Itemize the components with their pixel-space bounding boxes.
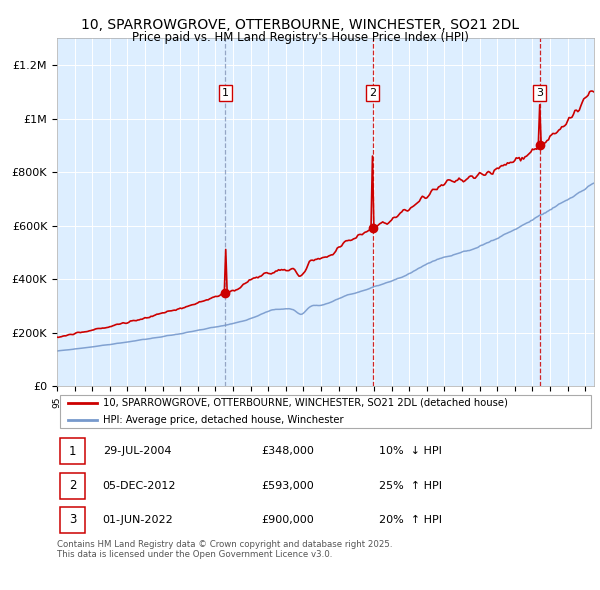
Text: 3: 3 (69, 513, 76, 526)
Text: 20%  ↑ HPI: 20% ↑ HPI (379, 515, 442, 525)
Text: 3: 3 (536, 88, 543, 99)
Text: 1: 1 (69, 445, 76, 458)
Text: Contains HM Land Registry data © Crown copyright and database right 2025.
This d: Contains HM Land Registry data © Crown c… (57, 540, 392, 559)
FancyBboxPatch shape (59, 438, 85, 464)
Text: 25%  ↑ HPI: 25% ↑ HPI (379, 481, 442, 490)
FancyBboxPatch shape (59, 473, 85, 499)
Text: £593,000: £593,000 (261, 481, 314, 490)
Text: 10, SPARROWGROVE, OTTERBOURNE, WINCHESTER, SO21 2DL: 10, SPARROWGROVE, OTTERBOURNE, WINCHESTE… (81, 18, 519, 32)
Text: 05-DEC-2012: 05-DEC-2012 (103, 481, 176, 490)
Text: Price paid vs. HM Land Registry's House Price Index (HPI): Price paid vs. HM Land Registry's House … (131, 31, 469, 44)
Text: 29-JUL-2004: 29-JUL-2004 (103, 447, 171, 456)
Text: 10%  ↓ HPI: 10% ↓ HPI (379, 447, 442, 456)
Text: 2: 2 (69, 479, 76, 492)
Text: 1: 1 (222, 88, 229, 99)
Text: 2: 2 (369, 88, 376, 99)
FancyBboxPatch shape (59, 395, 592, 428)
FancyBboxPatch shape (59, 507, 85, 533)
Text: 10, SPARROWGROVE, OTTERBOURNE, WINCHESTER, SO21 2DL (detached house): 10, SPARROWGROVE, OTTERBOURNE, WINCHESTE… (103, 398, 508, 408)
Text: 01-JUN-2022: 01-JUN-2022 (103, 515, 173, 525)
Text: £900,000: £900,000 (261, 515, 314, 525)
Text: HPI: Average price, detached house, Winchester: HPI: Average price, detached house, Winc… (103, 415, 343, 425)
Text: £348,000: £348,000 (261, 447, 314, 456)
